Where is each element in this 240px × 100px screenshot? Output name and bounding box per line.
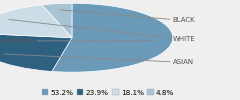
Wedge shape xyxy=(52,3,173,72)
Wedge shape xyxy=(42,3,72,38)
Wedge shape xyxy=(0,5,72,38)
Text: BLACK: BLACK xyxy=(60,10,195,24)
Legend: 53.2%, 23.9%, 18.1%, 4.8%: 53.2%, 23.9%, 18.1%, 4.8% xyxy=(41,88,175,96)
Text: ASIAN: ASIAN xyxy=(5,54,194,65)
Text: WHITE: WHITE xyxy=(9,20,196,42)
Wedge shape xyxy=(0,33,72,72)
Text: HISPANIC: HISPANIC xyxy=(2,38,154,44)
